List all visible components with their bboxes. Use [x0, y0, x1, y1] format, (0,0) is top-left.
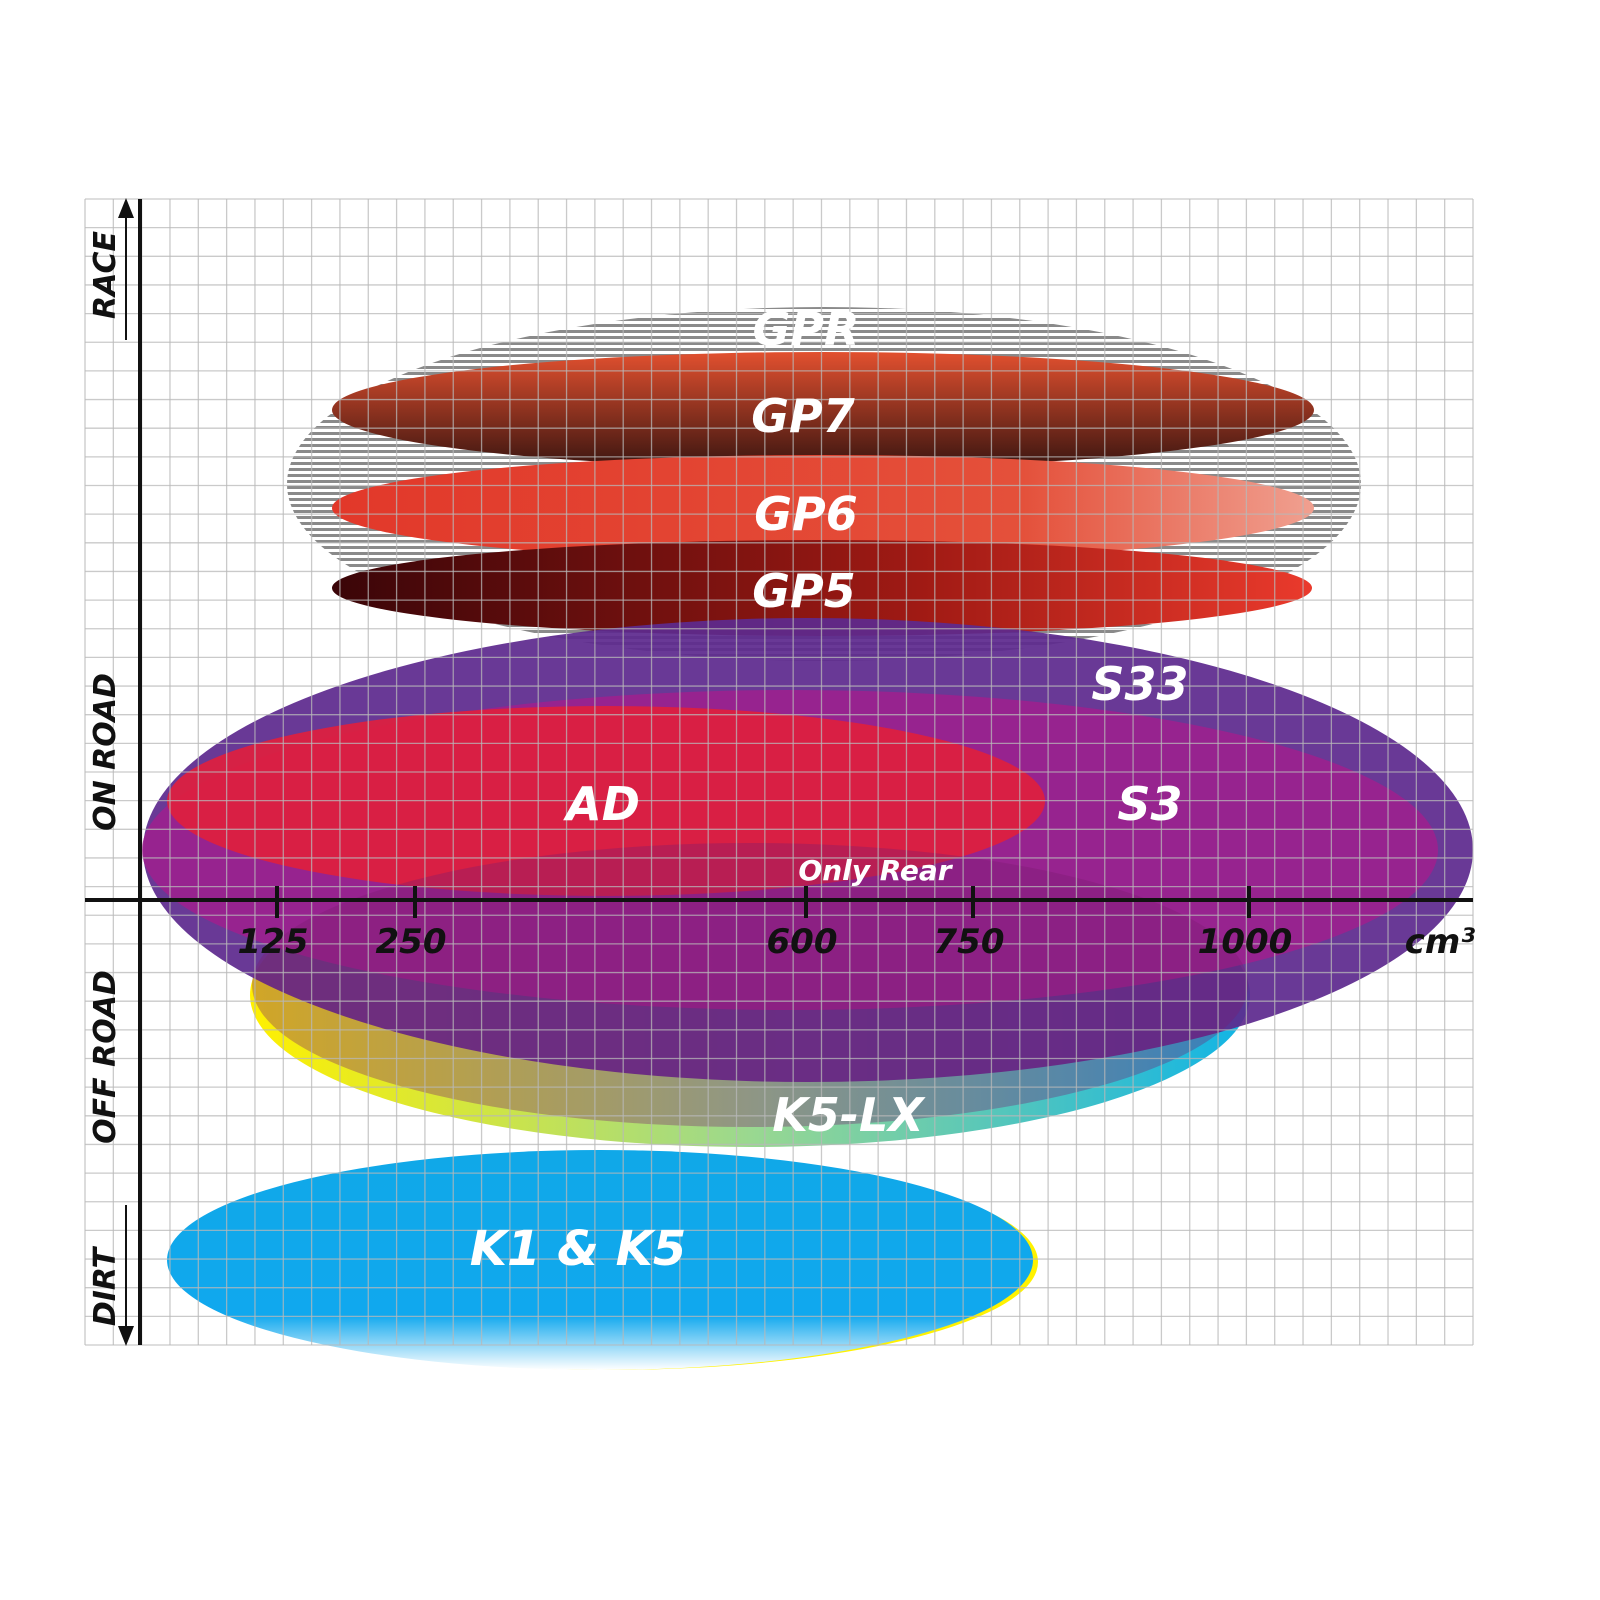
x-axis-unit: cm³ — [1405, 922, 1476, 962]
tire-label-k5lx: K5-LX — [772, 1088, 926, 1142]
tire-label-gp5: GP5 — [752, 564, 855, 618]
x-axis-ticks: 125 250 600 750 1000 — [238, 886, 1293, 962]
region-k1k5 — [167, 1150, 1033, 1370]
x-tick-label: 250 — [376, 922, 447, 962]
tire-regions — [142, 307, 1473, 1370]
zone-label-race: RACE — [88, 231, 123, 319]
tire-label-gp7: GP7 — [751, 389, 854, 443]
zone-label-dirt: DIRT — [88, 1245, 123, 1326]
tire-label-k1k5: K1 & K5 — [470, 1221, 686, 1277]
down-arrow-icon — [118, 1326, 134, 1346]
grid — [84, 198, 1474, 1346]
tire-label-s33: S33 — [1091, 657, 1188, 711]
x-tick-label: 600 — [767, 922, 838, 962]
region-gp6 — [332, 455, 1314, 561]
x-tick-label: 1000 — [1198, 922, 1293, 962]
tire-label-gpr: GPR — [753, 302, 860, 356]
tire-label-s3: S3 — [1117, 777, 1182, 831]
only-rear-label: Only Rear — [798, 854, 953, 887]
tire-labels: GPR GP7 GP6 GP5 S33 S3 AD K5-LX K1 & K5 Only Rear — [470, 302, 1189, 1277]
zone-label-off-road: OFF ROAD — [88, 970, 123, 1144]
x-tick-label: 125 — [238, 922, 309, 962]
x-tick-label: 750 — [934, 922, 1005, 962]
region-only-rear — [252, 843, 1248, 1127]
tire-label-gp6: GP6 — [754, 487, 857, 541]
zone-label-on-road: ON ROAD — [88, 673, 123, 831]
region-gp7 — [332, 352, 1314, 468]
up-arrow-icon — [118, 198, 134, 218]
tire-label-ad: AD — [563, 777, 640, 831]
